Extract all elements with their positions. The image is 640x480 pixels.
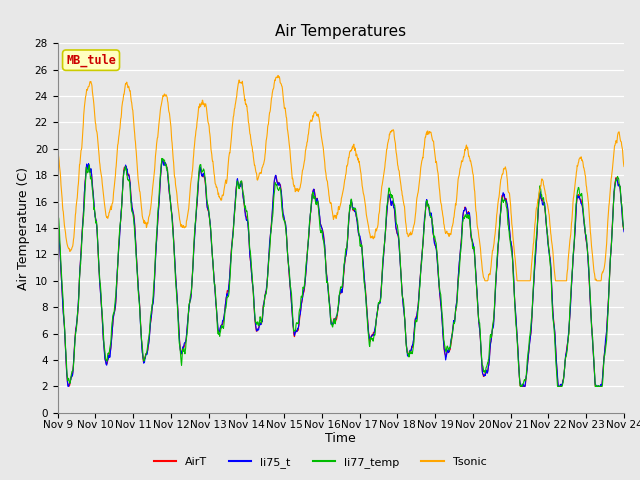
AirT bbox=[316, 218, 324, 224]
li75_t bbox=[620, 229, 628, 235]
Tsonic bbox=[120, 88, 128, 94]
Line: li75_t: li75_t bbox=[58, 159, 624, 386]
Tsonic bbox=[97, 173, 105, 179]
li75_t bbox=[377, 293, 385, 299]
AirT bbox=[54, 217, 61, 223]
li77_temp bbox=[316, 227, 324, 233]
Title: Air Temperatures: Air Temperatures bbox=[275, 24, 406, 39]
Tsonic bbox=[376, 198, 384, 204]
AirT bbox=[97, 304, 105, 310]
li75_t bbox=[121, 165, 129, 170]
Line: li77_temp: li77_temp bbox=[58, 158, 624, 386]
Tsonic bbox=[294, 189, 302, 194]
li77_temp bbox=[120, 167, 128, 173]
AirT bbox=[120, 164, 128, 170]
li77_temp bbox=[158, 156, 166, 161]
X-axis label: Time: Time bbox=[325, 432, 356, 445]
Tsonic bbox=[54, 149, 61, 155]
AirT bbox=[516, 384, 524, 389]
AirT bbox=[620, 227, 628, 233]
li75_t bbox=[317, 221, 324, 227]
li77_temp bbox=[620, 226, 628, 232]
Tsonic bbox=[620, 164, 628, 169]
li77_temp bbox=[376, 299, 384, 304]
Tsonic bbox=[274, 72, 282, 78]
Y-axis label: Air Temperature (C): Air Temperature (C) bbox=[17, 167, 31, 289]
li75_t bbox=[295, 324, 303, 329]
Tsonic bbox=[306, 119, 314, 125]
AirT bbox=[376, 298, 384, 303]
Text: MB_tule: MB_tule bbox=[66, 54, 116, 67]
Tsonic bbox=[481, 278, 489, 284]
li77_temp bbox=[306, 216, 314, 222]
li77_temp bbox=[97, 300, 105, 306]
li75_t bbox=[65, 384, 72, 389]
li77_temp bbox=[54, 214, 61, 219]
AirT bbox=[294, 326, 302, 332]
Line: Tsonic: Tsonic bbox=[58, 75, 624, 281]
AirT bbox=[159, 156, 166, 162]
li75_t bbox=[98, 308, 106, 314]
li75_t bbox=[54, 213, 61, 219]
li75_t bbox=[307, 211, 314, 216]
Line: AirT: AirT bbox=[58, 159, 624, 386]
AirT bbox=[306, 216, 314, 222]
Tsonic bbox=[316, 125, 324, 131]
Legend: AirT, li75_t, li77_temp, Tsonic: AirT, li75_t, li77_temp, Tsonic bbox=[149, 452, 491, 472]
li77_temp bbox=[517, 384, 525, 389]
li77_temp bbox=[294, 321, 302, 326]
li75_t bbox=[159, 156, 166, 162]
